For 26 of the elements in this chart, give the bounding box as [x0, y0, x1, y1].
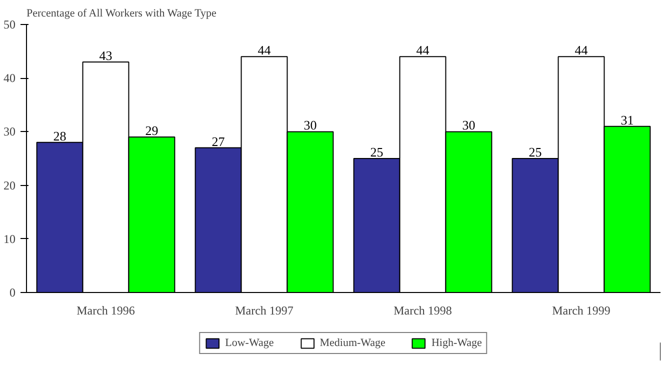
y-axis-title: Percentage of All Workers with Wage Type	[26, 8, 217, 20]
y-tick-label: 10	[4, 232, 16, 246]
data-label: 44	[258, 42, 272, 58]
x-tick-label: March 1996	[76, 304, 135, 318]
legend-label: High-Wage	[431, 336, 482, 348]
y-tick-label: 40	[4, 71, 16, 86]
legend-label: Medium-Wage	[320, 336, 386, 348]
data-label: 29	[145, 123, 158, 138]
legend-label: Low-Wage	[225, 336, 274, 348]
y-tick-label: 20	[4, 178, 16, 192]
data-label: 31	[620, 112, 634, 128]
x-tick-label: March 1998	[394, 304, 452, 318]
x-tick-label: March 1999	[552, 304, 610, 318]
y-tick-label: 0	[10, 286, 16, 300]
data-label: 28	[53, 128, 66, 144]
y-tick-label: 50	[4, 18, 16, 32]
data-label: 25	[370, 144, 384, 160]
data-label: 44	[416, 42, 430, 58]
data-label: 43	[99, 48, 112, 64]
data-label: 44	[574, 42, 588, 58]
data-label: 25	[528, 144, 542, 160]
data-label: 27	[212, 134, 226, 149]
data-label: 30	[462, 118, 476, 133]
y-tick-label: 30	[4, 124, 16, 139]
x-tick-label: March 1997	[235, 304, 294, 318]
data-label: 30	[304, 118, 317, 133]
